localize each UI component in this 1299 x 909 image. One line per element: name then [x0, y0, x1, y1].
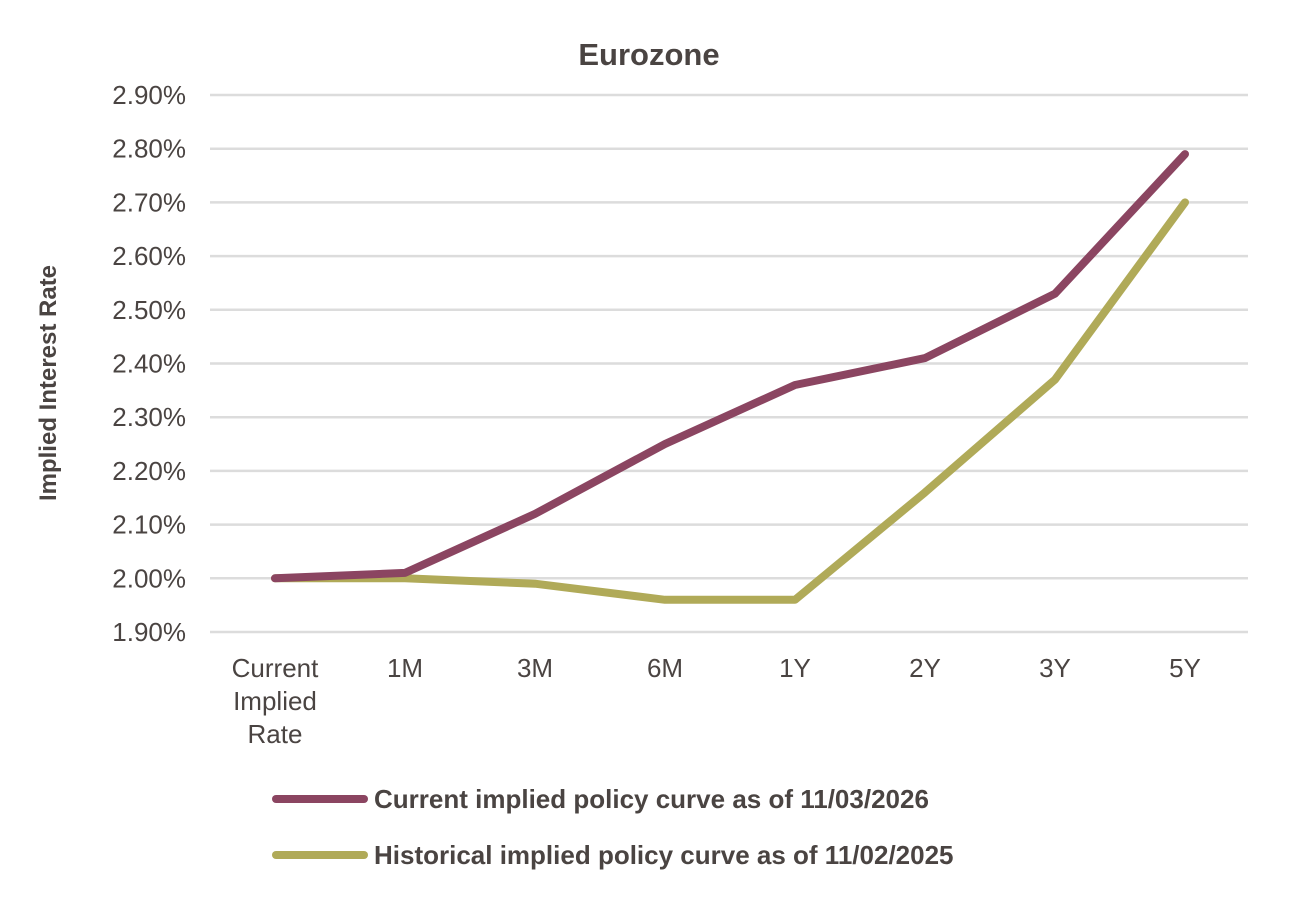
chart-title: Eurozone [578, 37, 719, 72]
x-tick-label: 3Y [1039, 653, 1071, 683]
x-axis-ticks: Current Implied Rate 1M 3M 6M 1Y 2Y 3Y 5Y [232, 653, 1201, 749]
x-tick-label: 1M [387, 653, 423, 683]
x-tick-label: 2Y [909, 653, 941, 683]
x-tick-label: 6M [647, 653, 683, 683]
x-tick-label: 1Y [779, 653, 811, 683]
legend-label: Historical implied policy curve as of 11… [374, 840, 954, 870]
y-tick-label: 2.50% [112, 295, 186, 325]
y-tick-label: 2.60% [112, 241, 186, 271]
x-tick-label: 3M [517, 653, 553, 683]
x-tick-label: Current Implied Rate [232, 653, 319, 749]
y-tick-label: 2.40% [112, 349, 186, 379]
y-tick-label: 2.80% [112, 134, 186, 164]
legend-label: Current implied policy curve as of 11/03… [374, 784, 929, 814]
y-tick-label: 2.20% [112, 456, 186, 486]
y-tick-label: 2.70% [112, 187, 186, 217]
y-tick-label: 2.10% [112, 510, 186, 540]
y-axis-label: Implied Interest Rate [35, 265, 62, 501]
y-tick-label: 2.00% [112, 563, 186, 593]
series-lines [271, 150, 1189, 604]
x-tick-label: 5Y [1169, 653, 1201, 683]
y-tick-label: 2.30% [112, 402, 186, 432]
series-line-current [271, 150, 1189, 583]
y-tick-label: 2.90% [112, 80, 186, 110]
legend: Current implied policy curve as of 11/03… [272, 784, 954, 870]
y-tick-label: 1.90% [112, 617, 186, 647]
y-axis-ticks: 1.90% 2.00% 2.10% 2.20% 2.30% 2.40% 2.50% 2.60%… [112, 80, 186, 647]
gridlines [210, 93, 1248, 634]
series-line-historical [271, 198, 1189, 604]
